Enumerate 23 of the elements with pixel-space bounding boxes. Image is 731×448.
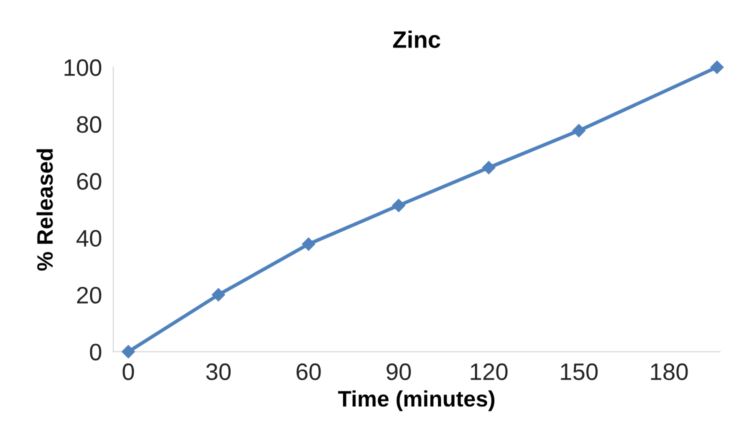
y-axis-title: % Released (36, 149, 53, 271)
y-tick-label: 80 (76, 116, 102, 133)
point (482, 161, 496, 174)
y-tick-label: 60 (77, 173, 102, 190)
x-axis-title: Time (minutes) (338, 390, 494, 412)
x-tick-label: 150 (560, 363, 598, 380)
chart-title: Zinc (393, 30, 440, 48)
x-tick-label: 60 (296, 363, 321, 380)
x-tick-label: 120 (470, 363, 508, 380)
y-tick-label: 100 (64, 59, 102, 76)
y-tick-label: 0 (90, 344, 102, 360)
y-tick-label: 40 (76, 230, 102, 247)
point (212, 288, 226, 302)
point (392, 198, 406, 212)
x-tick-label: 180 (651, 363, 688, 380)
point (302, 238, 316, 251)
point (572, 124, 586, 138)
y-tick-label: 20 (77, 286, 102, 304)
point (710, 60, 724, 74)
x-tick-label: 90 (386, 363, 411, 380)
x-tick-label: 0 (122, 363, 134, 380)
x-tick-label: 30 (206, 363, 231, 380)
point (122, 345, 135, 358)
